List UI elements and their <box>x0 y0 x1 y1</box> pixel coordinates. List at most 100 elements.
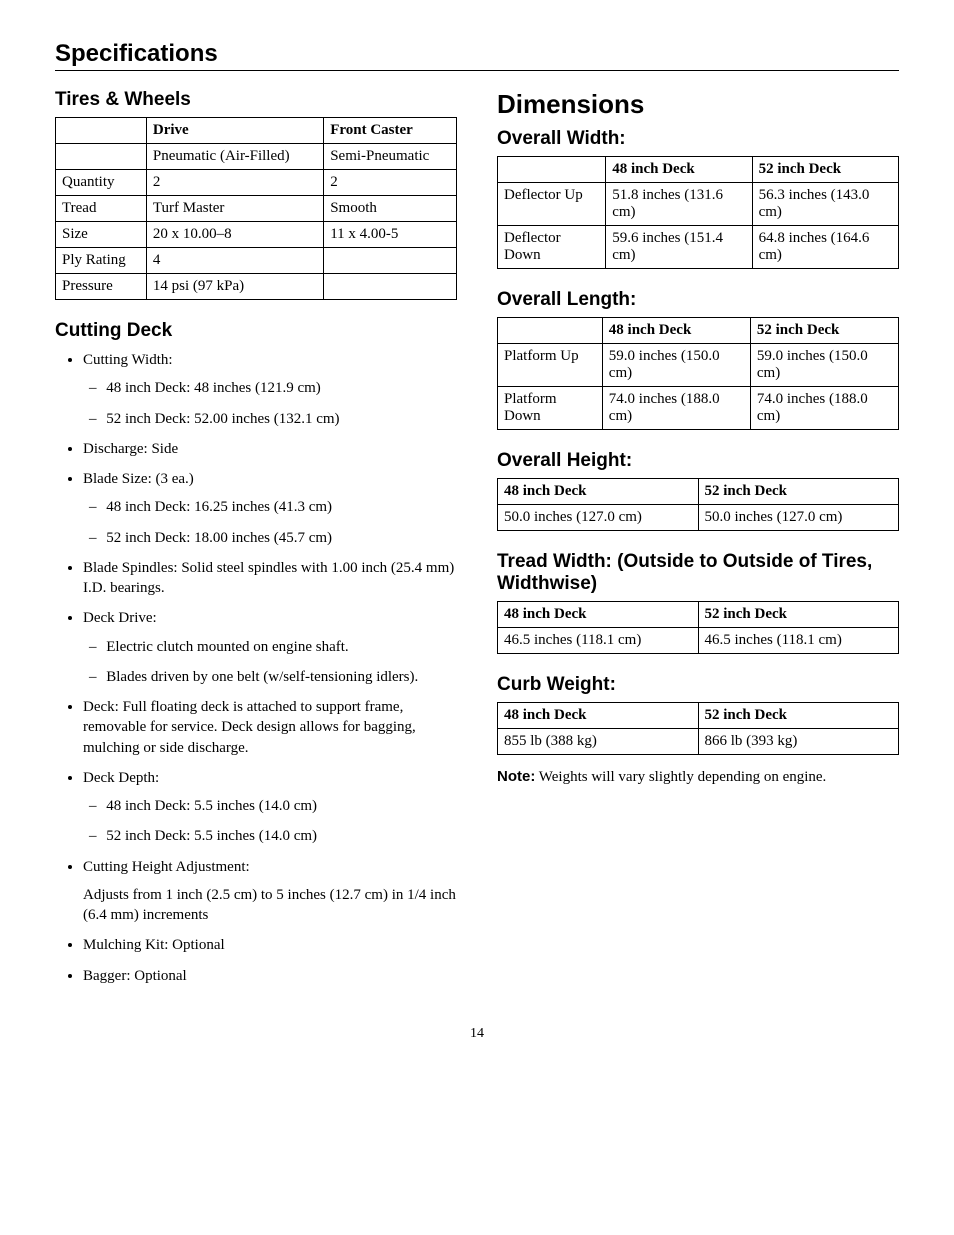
tires-wheels-heading: Tires & Wheels <box>55 89 457 111</box>
list-item: Bagger: Optional <box>83 966 457 986</box>
cell: 50.0 inches (127.0 cm) <box>698 505 899 531</box>
list-item: Blade Size: (3 ea.) 48 inch Deck: 16.25 … <box>83 469 457 548</box>
cell: 52 inch Deck <box>752 157 898 183</box>
list-item: Mulching Kit: Optional <box>83 935 457 955</box>
cell: 48 inch Deck <box>498 703 699 729</box>
list-item: Discharge: Side <box>83 439 457 459</box>
list-item: Blade Spindles: Solid steel spindles wit… <box>83 558 457 599</box>
cell: 52 inch Deck <box>698 703 899 729</box>
cutting-deck-list: Cutting Width: 48 inch Deck: 48 inches (… <box>55 350 457 986</box>
cutting-deck-heading: Cutting Deck <box>55 320 457 342</box>
page-title: Specifications <box>55 40 899 71</box>
right-column: Dimensions Overall Width: 48 inch Deck 5… <box>497 89 899 996</box>
cell: Drive <box>146 118 323 144</box>
cell: Semi-Pneumatic <box>324 144 457 170</box>
cell: 48 inch Deck <box>498 479 699 505</box>
cell: 46.5 inches (118.1 cm) <box>498 628 699 654</box>
list-item: 52 inch Deck: 18.00 inches (45.7 cm) <box>107 528 457 548</box>
cell: 74.0 inches (188.0 cm) <box>602 387 750 430</box>
cell: Front Caster <box>324 118 457 144</box>
cell: 74.0 inches (188.0 cm) <box>750 387 898 430</box>
cell: 64.8 inches (164.6 cm) <box>752 226 898 269</box>
table-row: 46.5 inches (118.1 cm) 46.5 inches (118.… <box>498 628 899 654</box>
cell: 46.5 inches (118.1 cm) <box>698 628 899 654</box>
list-item: Deck: Full floating deck is attached to … <box>83 697 457 758</box>
cell: Pressure <box>56 274 147 300</box>
list-item: 48 inch Deck: 16.25 inches (41.3 cm) <box>107 497 457 517</box>
label: Cutting Width: <box>83 352 173 368</box>
label: Blade Size: (3 ea.) <box>83 471 194 487</box>
list-item: Deck Drive: Electric clutch mounted on e… <box>83 608 457 687</box>
list-item: 48 inch Deck: 5.5 inches (14.0 cm) <box>107 796 457 816</box>
cell: 59.0 inches (150.0 cm) <box>602 344 750 387</box>
weight-note: Note: Weights will vary slightly dependi… <box>497 767 899 787</box>
overall-width-table: 48 inch Deck 52 inch Deck Deflector Up 5… <box>497 156 899 269</box>
cell <box>56 144 147 170</box>
cell: 52 inch Deck <box>750 318 898 344</box>
table-row: Platform Up 59.0 inches (150.0 cm) 59.0 … <box>498 344 899 387</box>
list-item: 48 inch Deck: 48 inches (121.9 cm) <box>107 378 457 398</box>
table-row: Pressure 14 psi (97 kPa) <box>56 274 457 300</box>
table-row: 48 inch Deck 52 inch Deck <box>498 703 899 729</box>
cell: 11 x 4.00-5 <box>324 222 457 248</box>
cell: 14 psi (97 kPa) <box>146 274 323 300</box>
left-column: Tires & Wheels Drive Front Caster Pneuma… <box>55 89 457 996</box>
curb-weight-heading: Curb Weight: <box>497 674 899 696</box>
cell <box>498 157 606 183</box>
list-item: 52 inch Deck: 5.5 inches (14.0 cm) <box>107 826 457 846</box>
table-row: 855 lb (388 kg) 866 lb (393 kg) <box>498 729 899 755</box>
list-item: Blades driven by one belt (w/self-tensio… <box>107 667 457 687</box>
table-row: Platform Down 74.0 inches (188.0 cm) 74.… <box>498 387 899 430</box>
cell: 4 <box>146 248 323 274</box>
cell <box>324 248 457 274</box>
cell: 2 <box>324 170 457 196</box>
cell: 51.8 inches (131.6 cm) <box>606 183 752 226</box>
sub-list: 48 inch Deck: 48 inches (121.9 cm) 52 in… <box>83 378 457 429</box>
overall-height-table: 48 inch Deck 52 inch Deck 50.0 inches (1… <box>497 478 899 531</box>
overall-height-heading: Overall Height: <box>497 450 899 472</box>
cell: Quantity <box>56 170 147 196</box>
curb-weight-table: 48 inch Deck 52 inch Deck 855 lb (388 kg… <box>497 702 899 755</box>
table-row: 48 inch Deck 52 inch Deck <box>498 479 899 505</box>
list-item: Electric clutch mounted on engine shaft. <box>107 637 457 657</box>
cell: Pneumatic (Air-Filled) <box>146 144 323 170</box>
sub-list: Electric clutch mounted on engine shaft.… <box>83 637 457 688</box>
sub-list: 48 inch Deck: 5.5 inches (14.0 cm) 52 in… <box>83 796 457 847</box>
table-row: Size 20 x 10.00–8 11 x 4.00-5 <box>56 222 457 248</box>
cell <box>324 274 457 300</box>
cell: 866 lb (393 kg) <box>698 729 899 755</box>
list-item: Deck Depth: 48 inch Deck: 5.5 inches (14… <box>83 768 457 847</box>
cell: Platform Up <box>498 344 603 387</box>
cell: Turf Master <box>146 196 323 222</box>
cell: Deflector Down <box>498 226 606 269</box>
tires-table: Drive Front Caster Pneumatic (Air-Filled… <box>55 117 457 300</box>
label: Cutting Height Adjustment: <box>83 859 250 875</box>
table-row: Quantity 2 2 <box>56 170 457 196</box>
cell: 48 inch Deck <box>606 157 752 183</box>
table-row: Drive Front Caster <box>56 118 457 144</box>
height-text: Adjusts from 1 inch (2.5 cm) to 5 inches… <box>83 885 457 926</box>
cell: Smooth <box>324 196 457 222</box>
cell: 48 inch Deck <box>602 318 750 344</box>
cell: Deflector Up <box>498 183 606 226</box>
cell: Size <box>56 222 147 248</box>
cell: 56.3 inches (143.0 cm) <box>752 183 898 226</box>
table-row: 48 inch Deck 52 inch Deck <box>498 318 899 344</box>
page-number: 14 <box>55 1026 899 1042</box>
note-text: Weights will vary slightly depending on … <box>535 769 826 785</box>
table-row: Deflector Down 59.6 inches (151.4 cm) 64… <box>498 226 899 269</box>
cell: 59.6 inches (151.4 cm) <box>606 226 752 269</box>
list-item: Cutting Height Adjustment: Adjusts from … <box>83 857 457 926</box>
table-row: 48 inch Deck 52 inch Deck <box>498 602 899 628</box>
overall-width-heading: Overall Width: <box>497 128 899 150</box>
label: Deck Drive: <box>83 610 157 626</box>
cell: 855 lb (388 kg) <box>498 729 699 755</box>
cell: 2 <box>146 170 323 196</box>
tread-width-heading: Tread Width: (Outside to Outside of Tire… <box>497 551 899 595</box>
table-row: Deflector Up 51.8 inches (131.6 cm) 56.3… <box>498 183 899 226</box>
table-row: Tread Turf Master Smooth <box>56 196 457 222</box>
cell: 59.0 inches (150.0 cm) <box>750 344 898 387</box>
note-label: Note: <box>497 768 535 785</box>
list-item: 52 inch Deck: 52.00 inches (132.1 cm) <box>107 409 457 429</box>
two-column-layout: Tires & Wheels Drive Front Caster Pneuma… <box>55 89 899 996</box>
